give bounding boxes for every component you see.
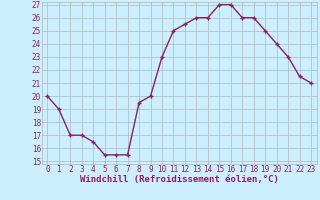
X-axis label: Windchill (Refroidissement éolien,°C): Windchill (Refroidissement éolien,°C)	[80, 175, 279, 184]
